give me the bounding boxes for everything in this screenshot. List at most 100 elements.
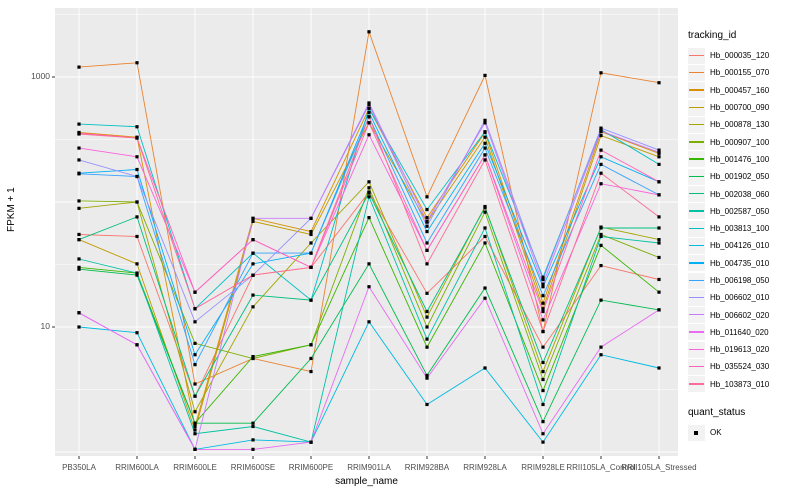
data-point: [135, 331, 139, 335]
data-point: [483, 121, 487, 125]
data-point: [425, 224, 429, 228]
data-point: [309, 251, 313, 255]
data-point: [483, 118, 487, 122]
data-point: [309, 265, 313, 269]
legend-item-Hb_103873_010: Hb_103873_010: [688, 376, 798, 393]
data-point: [135, 273, 139, 277]
data-point: [541, 345, 545, 349]
data-point: [193, 382, 197, 386]
data-point: [193, 341, 197, 345]
legend-label: Hb_035524_030: [710, 362, 770, 372]
data-point: [657, 238, 661, 242]
data-point: [599, 243, 603, 247]
legend-item-Hb_000035_120: Hb_000035_120: [688, 47, 798, 64]
legend-key-line: [688, 376, 705, 393]
data-point: [425, 402, 429, 407]
data-point: [541, 318, 545, 322]
data-point: [367, 115, 371, 119]
legend-item-quant-OK: OK: [688, 424, 798, 441]
legend-key-line: [688, 151, 705, 168]
data-point: [135, 174, 139, 179]
data-point: [193, 290, 197, 294]
data-point: [193, 421, 197, 425]
data-point: [367, 195, 371, 199]
data-point: [599, 234, 603, 239]
data-point: [425, 195, 429, 199]
data-point: [193, 432, 197, 436]
data-point: [251, 354, 255, 359]
data-point: [425, 376, 429, 380]
data-point: [657, 277, 661, 282]
x-tick-label: RRIM600LE: [173, 463, 217, 472]
legend-label: Hb_006198_050: [710, 276, 770, 285]
legend-key-line: [688, 203, 705, 220]
data-point: [657, 226, 661, 230]
legend-item-Hb_006198_050: Hb_006198_050: [688, 272, 798, 289]
legend-label: OK: [710, 428, 722, 438]
legend-item-Hb_006602_020: Hb_006602_020: [688, 306, 798, 324]
legend-key-line: [688, 289, 705, 306]
legend-label: Hb_000907_100: [710, 137, 770, 147]
data-point: [309, 229, 313, 234]
data-point: [77, 238, 81, 242]
legend-shape-items: OK: [688, 424, 798, 441]
data-point: [425, 229, 429, 234]
data-point: [251, 293, 255, 297]
data-point: [599, 345, 603, 349]
data-point: [193, 447, 197, 451]
data-point: [77, 172, 81, 176]
legend-label: Hb_002587_050: [710, 206, 770, 216]
legend-title-tracking-id: tracking_id: [688, 30, 737, 41]
data-point: [541, 285, 545, 289]
legend-item-Hb_001902_050: Hb_001902_050: [688, 168, 798, 185]
legend-label: Hb_011640_020: [710, 327, 769, 337]
legend-item-Hb_004126_010: Hb_004126_010: [688, 237, 798, 254]
data-point: [657, 162, 661, 166]
legend-key-line: [688, 324, 705, 341]
data-point: [483, 366, 487, 370]
legend-key-line: [688, 168, 705, 185]
data-point: [541, 440, 545, 444]
data-point: [425, 262, 429, 266]
x-tick-label: RRIM928BA: [405, 463, 450, 472]
legend-label: Hb_000035_120: [710, 51, 770, 61]
legend-label: Hb_004735_010: [710, 258, 770, 268]
data-point: [135, 200, 139, 204]
data-point: [309, 440, 313, 444]
data-point: [425, 325, 429, 329]
x-tick-label: RRII105LA_Stressed: [621, 463, 696, 472]
data-point: [135, 234, 139, 239]
data-point: [657, 255, 661, 260]
data-point: [657, 366, 661, 370]
data-point: [77, 199, 81, 203]
legend: tracking_id Hb_000035_120 Hb_000155_070 Hb…: [688, 30, 798, 441]
data-point: [77, 265, 81, 269]
data-point: [657, 308, 661, 312]
data-point: [367, 121, 371, 125]
data-point: [599, 126, 603, 130]
data-point: [193, 363, 197, 367]
data-point: [367, 216, 371, 220]
data-point: [599, 171, 603, 175]
data-point: [599, 129, 603, 133]
legend-key-line: [688, 99, 705, 116]
data-point: [425, 207, 429, 212]
data-point: [657, 148, 661, 152]
data-point: [309, 241, 313, 245]
data-point: [657, 150, 661, 154]
data-point: [483, 206, 487, 210]
data-point: [251, 262, 255, 266]
data-point: [599, 162, 603, 166]
x-tick-label: RRII105LA_Control: [566, 463, 636, 472]
data-point: [309, 343, 313, 347]
legend-label: Hb_001476_100: [710, 154, 770, 164]
legend-label: Hb_019613_020: [710, 345, 770, 355]
data-point: [367, 191, 371, 195]
data-point: [77, 132, 81, 136]
data-point: [541, 309, 545, 314]
legend-item-Hb_006602_010: Hb_006602_010: [688, 289, 798, 306]
data-point: [251, 438, 255, 442]
legend-label: Hb_000700_090: [710, 103, 770, 113]
